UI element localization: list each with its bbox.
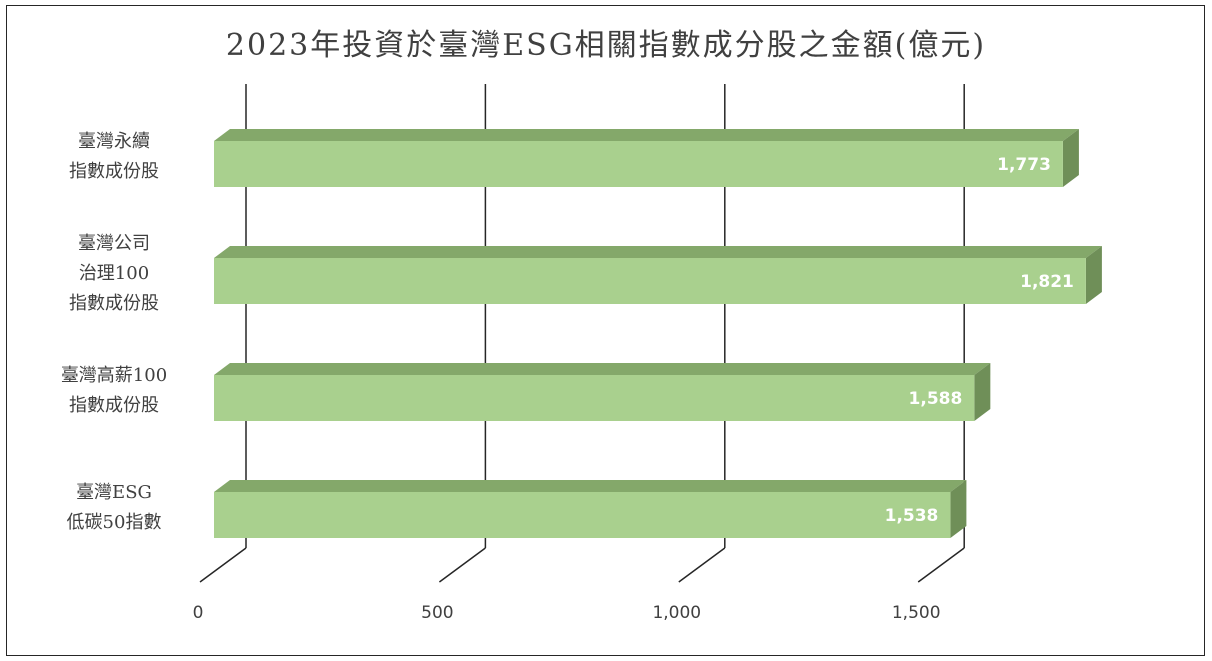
x-tick-label: 1,500 bbox=[892, 603, 941, 623]
x-axis-ticks: 0 500 1,000 1,500 bbox=[193, 603, 941, 623]
bar-side-face bbox=[974, 363, 991, 421]
floor-gridline bbox=[199, 547, 247, 583]
x-tick-label: 500 bbox=[421, 603, 453, 623]
bar-top-face bbox=[214, 480, 967, 492]
floor-gridline bbox=[438, 547, 486, 583]
category-label-line: 治理100 bbox=[79, 263, 149, 284]
category-label: 臺灣高薪100 指數成份股 bbox=[61, 365, 167, 416]
bars: 1,773 1,821 1,588 1,538 bbox=[214, 129, 1102, 538]
bar-value-label: 1,588 bbox=[909, 389, 963, 409]
bar-value-label: 1,538 bbox=[885, 506, 939, 526]
category-label-line: 指數成份股 bbox=[69, 161, 159, 182]
chart-frame bbox=[6, 5, 1205, 656]
bar-front-face bbox=[214, 492, 951, 538]
floor-gridline bbox=[678, 547, 726, 583]
category-labels: 臺灣永續指數成份股臺灣公司治理100指數成份股臺灣高薪100指數成份股臺灣ESG… bbox=[61, 131, 167, 533]
x-tick-label: 0 bbox=[193, 603, 204, 623]
category-label: 臺灣ESG 低碳50指數 bbox=[67, 482, 162, 533]
x-tick-label: 1,000 bbox=[652, 603, 701, 623]
bar-side-face bbox=[950, 480, 967, 538]
category-label-line: 低碳50指數 bbox=[67, 512, 162, 533]
bar-value-label: 1,821 bbox=[1020, 272, 1074, 292]
bar-front-face bbox=[214, 375, 975, 421]
bar: 1,773 bbox=[214, 129, 1079, 187]
bar-value-label: 1,773 bbox=[997, 155, 1051, 175]
bar-side-face bbox=[1062, 129, 1079, 187]
category-label-line: 指數成份股 bbox=[69, 395, 159, 416]
bar-top-face bbox=[214, 246, 1102, 258]
category-label-line: 指數成份股 bbox=[69, 293, 159, 314]
bar-side-face bbox=[1085, 246, 1102, 304]
bar-front-face bbox=[214, 141, 1063, 187]
category-label-line: 臺灣高薪100 bbox=[61, 365, 167, 386]
floor-gridline bbox=[917, 547, 965, 583]
bar: 1,588 bbox=[214, 363, 991, 421]
bar-top-face bbox=[214, 129, 1079, 141]
category-label-line: 臺灣永續 bbox=[78, 131, 150, 152]
category-label-line: 臺灣ESG bbox=[76, 482, 152, 503]
bar-front-face bbox=[214, 258, 1086, 304]
category-label-line: 臺灣公司 bbox=[78, 233, 150, 254]
bar: 1,538 bbox=[214, 480, 967, 538]
bar: 1,821 bbox=[214, 246, 1102, 304]
chart-title: 2023年投資於臺灣ESG相關指數成分股之金額(億元) bbox=[225, 28, 987, 63]
bar-top-face bbox=[214, 363, 991, 375]
